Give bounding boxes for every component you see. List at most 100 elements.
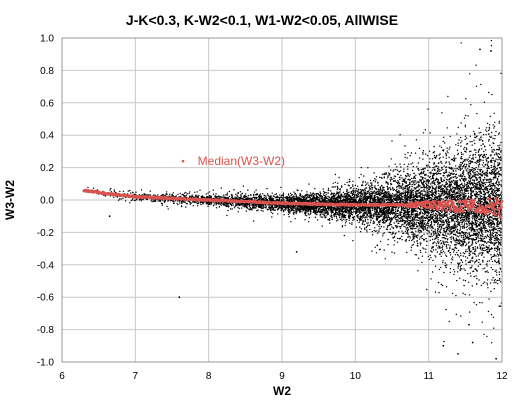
data-point xyxy=(360,228,363,230)
data-point xyxy=(265,206,268,208)
data-point xyxy=(344,219,346,221)
data-point xyxy=(365,195,368,198)
data-point xyxy=(452,170,454,172)
chart-title: J-K<0.3, K-W2<0.1, W1-W2<0.05, AllWISE xyxy=(126,12,398,28)
data-point xyxy=(410,191,413,193)
data-point xyxy=(492,124,494,126)
data-point xyxy=(429,132,431,134)
data-point xyxy=(472,179,475,181)
data-point xyxy=(308,217,311,219)
data-point xyxy=(445,244,448,246)
data-point xyxy=(383,226,385,228)
data-point xyxy=(440,190,442,193)
data-point xyxy=(196,191,198,193)
data-point xyxy=(497,145,499,147)
data-point xyxy=(369,221,372,224)
data-point xyxy=(477,150,480,152)
data-point xyxy=(425,248,427,250)
data-point xyxy=(240,195,242,197)
data-point xyxy=(429,172,431,174)
data-point xyxy=(430,173,432,175)
data-point xyxy=(459,262,461,264)
data-point xyxy=(323,192,325,195)
data-point xyxy=(445,166,447,169)
data-point xyxy=(266,187,268,190)
data-point xyxy=(496,271,498,273)
data-point xyxy=(432,227,434,229)
data-point xyxy=(490,232,492,234)
data-point xyxy=(220,187,222,189)
data-point xyxy=(265,195,267,197)
data-point xyxy=(465,263,467,265)
data-point xyxy=(496,148,498,151)
data-point xyxy=(479,192,481,194)
data-point xyxy=(473,301,475,304)
data-point xyxy=(421,193,423,196)
data-point xyxy=(477,265,480,267)
data-point xyxy=(462,171,464,173)
data-point xyxy=(420,224,423,226)
data-point xyxy=(426,288,428,291)
data-point xyxy=(316,213,318,216)
data-point xyxy=(441,225,443,228)
data-point xyxy=(252,206,254,208)
data-point xyxy=(424,193,427,195)
data-point xyxy=(185,194,188,196)
data-point xyxy=(446,247,448,249)
data-point xyxy=(481,175,484,177)
data-point xyxy=(446,220,448,223)
data-point xyxy=(471,195,474,197)
data-point xyxy=(319,215,321,217)
data-point xyxy=(463,220,465,222)
data-point xyxy=(413,241,415,243)
data-point xyxy=(321,212,323,214)
data-point xyxy=(399,220,401,223)
data-point xyxy=(265,204,267,207)
data-point xyxy=(387,172,390,174)
data-point xyxy=(476,216,479,219)
data-point xyxy=(387,183,389,185)
data-point xyxy=(92,187,95,189)
data-point xyxy=(364,228,366,231)
data-point xyxy=(460,151,462,154)
data-point xyxy=(376,230,378,232)
data-point xyxy=(254,206,256,209)
data-point xyxy=(453,271,456,273)
data-point xyxy=(467,248,469,250)
data-point xyxy=(421,212,424,214)
data-point xyxy=(463,252,466,255)
data-point xyxy=(459,189,461,192)
data-point xyxy=(465,114,467,117)
data-point xyxy=(389,180,392,182)
data-point xyxy=(437,225,439,227)
data-point xyxy=(395,212,398,215)
data-point xyxy=(287,213,290,216)
data-point xyxy=(465,151,467,153)
data-point xyxy=(414,217,416,219)
data-point xyxy=(291,193,293,196)
data-point xyxy=(431,229,433,231)
data-point xyxy=(460,153,463,155)
data-point xyxy=(463,268,465,270)
data-point xyxy=(394,240,396,242)
data-point xyxy=(491,170,494,173)
data-point xyxy=(338,216,341,219)
data-point xyxy=(417,231,419,233)
data-point xyxy=(370,219,372,221)
data-point xyxy=(410,152,413,154)
data-point xyxy=(447,179,449,181)
data-point xyxy=(309,198,311,201)
data-point xyxy=(414,254,416,256)
data-point xyxy=(478,166,480,168)
data-point xyxy=(223,194,225,196)
data-point xyxy=(293,210,295,212)
data-point xyxy=(459,167,461,169)
data-point xyxy=(426,188,428,190)
data-point xyxy=(464,240,466,243)
data-point xyxy=(212,189,214,191)
data-point xyxy=(366,229,368,231)
data-point xyxy=(404,156,406,158)
data-point xyxy=(228,190,231,193)
data-point xyxy=(497,230,499,232)
data-point xyxy=(375,188,378,190)
